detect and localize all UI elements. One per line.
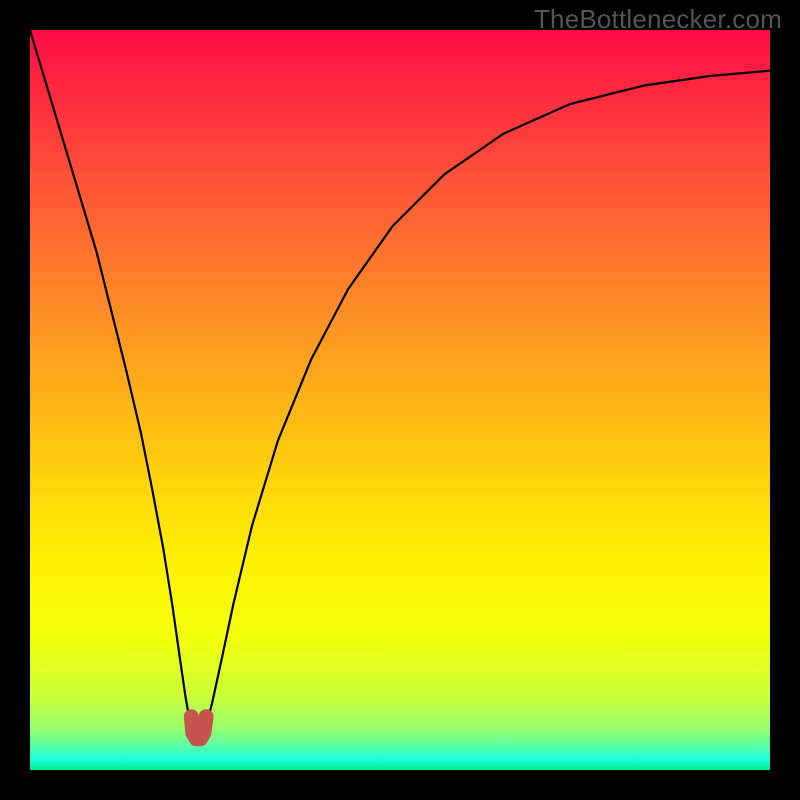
watermark-text: TheBottlenecker.com — [534, 4, 782, 35]
minimum-marker — [191, 717, 206, 739]
plot-area — [30, 30, 770, 770]
gradient-background — [30, 30, 770, 770]
plot-svg — [30, 30, 770, 770]
chart-root: TheBottlenecker.com — [0, 0, 800, 800]
